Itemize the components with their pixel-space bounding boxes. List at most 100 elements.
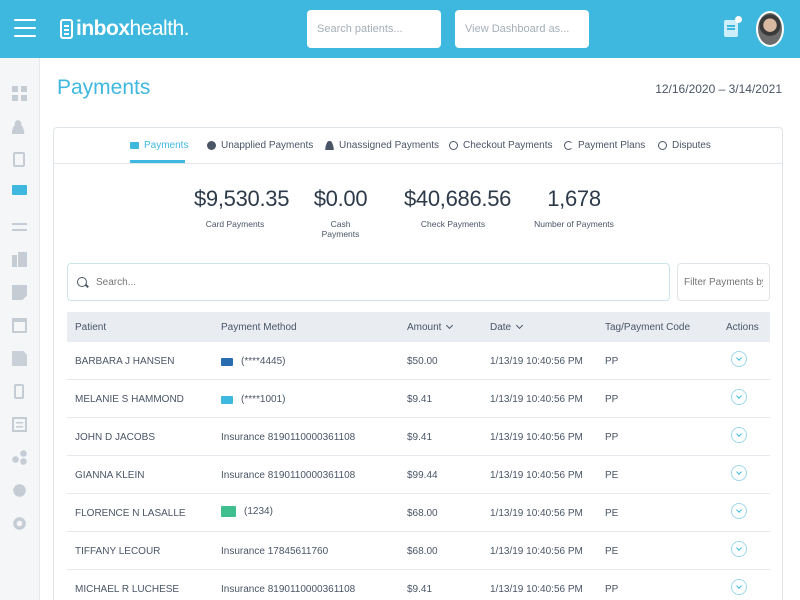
building-icon[interactable] — [12, 252, 27, 267]
amount: $99.44 — [407, 470, 438, 481]
table-row[interactable]: GIANNA KLEIN Insurance 8190110000361108 … — [67, 456, 770, 494]
stat-number-of-payments: 1,678 Number of Payments — [532, 186, 616, 229]
visa-card-icon — [221, 357, 233, 366]
table-row[interactable]: JOHN D JACOBS Insurance 8190110000361108… — [67, 418, 770, 456]
tab-unassigned-payments[interactable]: Unassigned Payments — [325, 140, 439, 151]
amount: $9.41 — [407, 394, 433, 405]
payments-card-icon[interactable] — [12, 185, 27, 195]
table-row[interactable]: MELANIE S HAMMOND (****1001) $9.41 1/13/… — [67, 380, 770, 418]
patient-name[interactable]: JOHN D JACOBS — [75, 432, 156, 443]
tag-code: PP — [605, 584, 619, 595]
patient-name[interactable]: MICHAEL R LUCHESE — [75, 584, 180, 595]
payment-method-text: Insurance 8190110000361108 — [221, 584, 356, 595]
payment-tabs: Payments Unapplied Payments Unassigned P… — [54, 128, 782, 164]
date-range[interactable]: 12/16/2020 – 3/14/2021 — [655, 82, 782, 96]
date: 1/13/19 10:40:56 PM — [490, 356, 583, 367]
stat-value: $0.00 — [313, 186, 368, 211]
col-payment-method[interactable]: Payment Method — [221, 322, 297, 333]
patient-name[interactable]: GIANNA KLEIN — [75, 470, 145, 481]
transfer-arrows-icon[interactable] — [12, 219, 27, 234]
patients-icon[interactable] — [12, 119, 27, 134]
payments-search-input[interactable] — [96, 272, 656, 292]
search-patients-input[interactable] — [307, 10, 441, 48]
tag-code: PP — [605, 432, 619, 443]
tab-disputes[interactable]: Disputes — [658, 140, 711, 151]
sidebar — [0, 58, 40, 600]
tab-label: Payment Plans — [578, 140, 646, 151]
stat-card-payments: $9,530.35 Card Payments — [194, 186, 290, 229]
tab-payments[interactable]: Payments — [130, 140, 188, 151]
amount: $9.41 — [407, 584, 433, 595]
date: 1/13/19 10:40:56 PM — [490, 470, 583, 481]
patient-name[interactable]: MELANIE S HAMMOND — [75, 394, 184, 405]
payment-method: (****1001) — [221, 394, 285, 405]
chevron-down-icon — [516, 321, 524, 330]
payments-search — [67, 263, 670, 301]
payment-method-text: Insurance 17845611760 — [221, 546, 329, 557]
payment-method-text: (****4445) — [241, 356, 286, 367]
date: 1/13/19 10:40:56 PM — [490, 508, 583, 519]
table-row[interactable]: BARBARA J HANSEN (****4445) $50.00 1/13/… — [67, 342, 770, 380]
calendar-icon[interactable] — [12, 318, 27, 333]
integrations-icon[interactable] — [12, 450, 27, 465]
table-row[interactable]: MICHAEL R LUCHESE Insurance 819011000036… — [67, 570, 770, 600]
user-question-icon — [325, 141, 334, 150]
row-actions-chevron-icon[interactable] — [731, 465, 747, 481]
payment-method-text: (****1001) — [241, 394, 286, 405]
tablet-icon[interactable] — [13, 152, 25, 167]
payment-method-text: (1234) — [244, 506, 273, 517]
col-tag-payment-code[interactable]: Tag/Payment Code — [605, 322, 691, 333]
stat-label: Card Payments — [205, 219, 265, 229]
patient-name[interactable]: BARBARA J HANSEN — [75, 356, 175, 367]
chat-notification-icon[interactable] — [724, 16, 742, 37]
search-icon — [77, 277, 87, 287]
row-actions-chevron-icon[interactable] — [731, 503, 747, 519]
tag-code: PE — [605, 470, 619, 481]
chevron-down-icon — [446, 321, 454, 330]
note-icon[interactable] — [12, 285, 27, 300]
tab-label: Checkout Payments — [463, 140, 553, 151]
col-amount[interactable]: Amount — [407, 321, 454, 333]
filter-payments-input[interactable] — [677, 263, 770, 301]
dashboard-icon[interactable] — [12, 86, 27, 101]
view-dashboard-as-input[interactable] — [455, 10, 589, 48]
tab-label: Unassigned Payments — [339, 140, 440, 151]
col-patient[interactable]: Patient — [75, 322, 107, 333]
row-actions-chevron-icon[interactable] — [731, 351, 747, 367]
col-date-label: Date — [490, 322, 512, 333]
row-actions-chevron-icon[interactable] — [731, 389, 747, 405]
stat-value: $9,530.35 — [194, 186, 290, 211]
mobile-icon[interactable] — [14, 384, 24, 399]
date: 1/13/19 10:40:56 PM — [490, 546, 583, 557]
row-actions-chevron-icon[interactable] — [731, 579, 747, 595]
stat-check-payments: $40,686.56 Check Payments — [404, 186, 511, 229]
table-row[interactable]: TIFFANY LECOUR Insurance 17845611760 $68… — [67, 532, 770, 570]
tab-unapplied-payments[interactable]: Unapplied Payments — [207, 140, 313, 151]
amount: $68.00 — [407, 508, 438, 519]
table-row[interactable]: FLORENCE N LASALLE (1234) $68.00 1/13/19… — [67, 494, 770, 532]
account-icon[interactable] — [12, 483, 27, 498]
tab-payment-plans[interactable]: Payment Plans — [564, 140, 645, 151]
patient-name[interactable]: FLORENCE N LASALLE — [75, 508, 186, 519]
tag-code: PE — [605, 546, 619, 557]
active-tab-indicator — [130, 160, 185, 163]
user-avatar[interactable] — [756, 11, 784, 47]
amount: $68.00 — [407, 546, 438, 557]
amex-card-icon — [221, 395, 233, 404]
col-date[interactable]: Date — [490, 321, 524, 333]
patient-name[interactable]: TIFFANY LECOUR — [75, 546, 161, 557]
report-list-icon[interactable] — [12, 417, 27, 432]
hamburger-menu-icon[interactable] — [14, 19, 36, 37]
payment-method-text: Insurance 8190110000361108 — [221, 432, 356, 443]
billing-document-icon[interactable] — [12, 351, 27, 366]
row-actions-chevron-icon[interactable] — [731, 427, 747, 443]
row-actions-chevron-icon[interactable] — [731, 541, 747, 557]
logo[interactable]: inboxhealth. — [60, 14, 190, 44]
amount: $9.41 — [407, 432, 433, 443]
payment-method-text: Insurance 8190110000361108 — [221, 470, 356, 481]
table-header: Patient Payment Method Amount Date Tag/P… — [67, 312, 770, 342]
tag-code: PP — [605, 356, 619, 367]
settings-gear-icon[interactable] — [12, 516, 27, 531]
tag-code: PP — [605, 394, 619, 405]
tab-checkout-payments[interactable]: Checkout Payments — [449, 140, 553, 151]
